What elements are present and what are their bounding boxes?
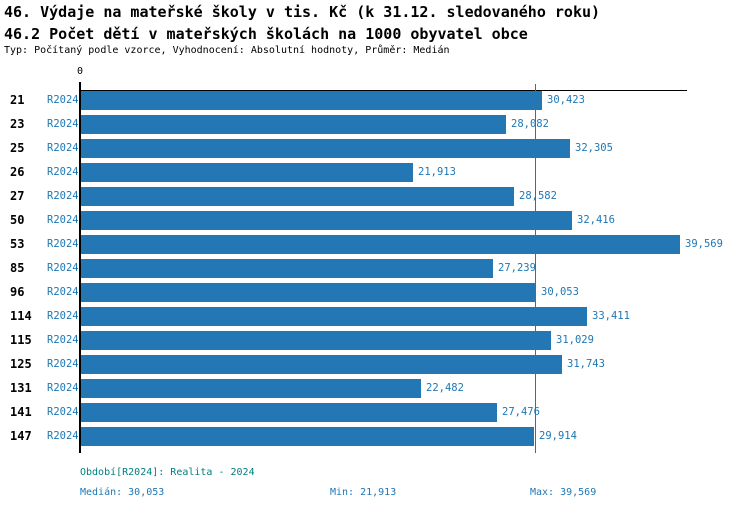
series-label: R2024 <box>47 262 79 274</box>
chart-row: 125 R2024 31,743 <box>0 355 750 374</box>
bar-value-label: 27,239 <box>498 262 536 274</box>
chart-row: 147 R2024 29,914 <box>0 427 750 446</box>
bar-value-label: 31,029 <box>556 334 594 346</box>
chart-row: 27 R2024 28,582 <box>0 187 750 206</box>
chart-row: 141 R2024 27,476 <box>0 403 750 422</box>
chart-row: 96 R2024 30,053 <box>0 283 750 302</box>
chart-row: 26 R2024 21,913 <box>0 163 750 182</box>
series-label: R2024 <box>47 166 79 178</box>
category-label: 115 <box>10 333 32 347</box>
series-label: R2024 <box>47 142 79 154</box>
chart-row: 114 R2024 33,411 <box>0 307 750 326</box>
bar <box>81 211 572 230</box>
bar <box>81 307 587 326</box>
chart-row: 25 R2024 32,305 <box>0 139 750 158</box>
series-label: R2024 <box>47 238 79 250</box>
chart-row: 131 R2024 22,482 <box>0 379 750 398</box>
series-label: R2024 <box>47 334 79 346</box>
bar <box>81 139 570 158</box>
category-label: 25 <box>10 141 25 155</box>
chart-row: 23 R2024 28,082 <box>0 115 750 134</box>
chart-row: 115 R2024 31,029 <box>0 331 750 350</box>
category-label: 96 <box>10 285 25 299</box>
bar <box>81 115 506 134</box>
bar <box>81 283 536 302</box>
bar-value-label: 28,082 <box>511 118 549 130</box>
category-label: 147 <box>10 429 32 443</box>
bar-value-label: 31,743 <box>567 358 605 370</box>
bar-value-label: 29,914 <box>539 430 577 442</box>
bar <box>81 427 534 446</box>
series-label: R2024 <box>47 118 79 130</box>
x-axis-zero-label: 0 <box>76 66 84 77</box>
category-label: 125 <box>10 357 32 371</box>
bar <box>81 91 542 110</box>
bar-value-label: 30,053 <box>541 286 579 298</box>
y-axis-line <box>79 82 81 453</box>
bar-value-label: 30,423 <box>547 94 585 106</box>
chart-title-line1: 46. Výdaje na mateřské školy v tis. Kč (… <box>4 3 601 21</box>
bar-value-label: 21,913 <box>418 166 456 178</box>
footer-max-label: Max: 39,569 <box>530 487 597 498</box>
footer-min-label: Min: 21,913 <box>330 487 397 498</box>
series-label: R2024 <box>47 286 79 298</box>
series-label: R2024 <box>47 310 79 322</box>
median-line <box>535 84 536 453</box>
chart-row: 85 R2024 27,239 <box>0 259 750 278</box>
chart-row: 53 R2024 39,569 <box>0 235 750 254</box>
bar-value-label: 22,482 <box>426 382 464 394</box>
series-label: R2024 <box>47 190 79 202</box>
category-label: 23 <box>10 117 25 131</box>
bar-value-label: 39,569 <box>685 238 723 250</box>
series-label: R2024 <box>47 430 79 442</box>
category-label: 114 <box>10 309 32 323</box>
category-label: 21 <box>10 93 25 107</box>
category-label: 26 <box>10 165 25 179</box>
category-label: 27 <box>10 189 25 203</box>
bar-value-label: 33,411 <box>592 310 630 322</box>
bar <box>81 259 493 278</box>
series-label: R2024 <box>47 214 79 226</box>
chart-title-line2: 46.2 Počet dětí v mateřských školách na … <box>4 25 528 43</box>
bar-value-label: 27,476 <box>502 406 540 418</box>
bar <box>81 187 514 206</box>
bar <box>81 331 551 350</box>
chart-subtitle: Typ: Počítaný podle vzorce, Vyhodnocení:… <box>4 45 450 56</box>
series-label: R2024 <box>47 358 79 370</box>
footer-median-label: Medián: 30,053 <box>80 487 165 498</box>
bar <box>81 163 413 182</box>
category-label: 85 <box>10 261 25 275</box>
series-label: R2024 <box>47 382 79 394</box>
chart-row: 50 R2024 32,416 <box>0 211 750 230</box>
chart-row: 21 R2024 30,423 <box>0 91 750 110</box>
category-label: 53 <box>10 237 25 251</box>
footer-period-label: Období[R2024]: Realita - 2024 <box>80 467 255 478</box>
bar <box>81 403 497 422</box>
series-label: R2024 <box>47 406 79 418</box>
category-label: 131 <box>10 381 32 395</box>
bar-value-label: 28,582 <box>519 190 557 202</box>
series-label: R2024 <box>47 94 79 106</box>
bar <box>81 379 421 398</box>
category-label: 50 <box>10 213 25 227</box>
bar-value-label: 32,416 <box>577 214 615 226</box>
bar <box>81 235 680 254</box>
bar-value-label: 32,305 <box>575 142 613 154</box>
category-label: 141 <box>10 405 32 419</box>
bar <box>81 355 562 374</box>
x-axis-top-line <box>80 90 687 91</box>
